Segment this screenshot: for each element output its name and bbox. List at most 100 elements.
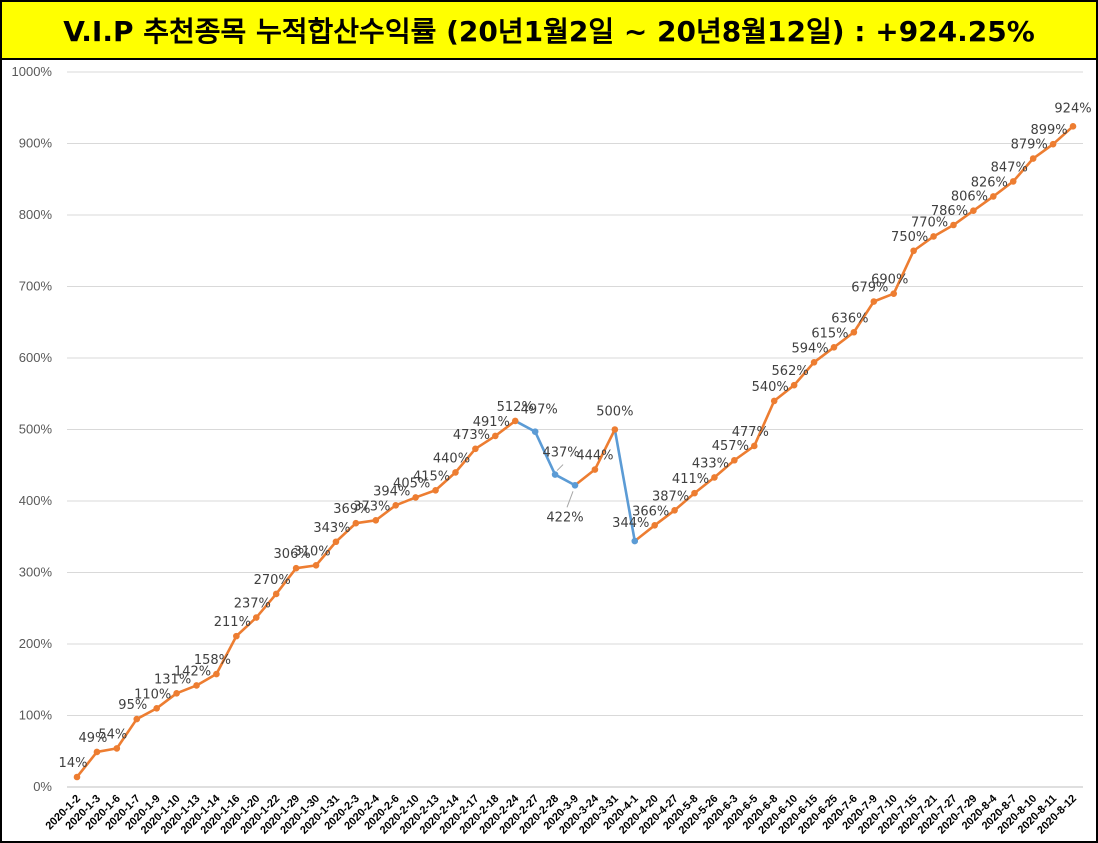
data-point [950,221,957,229]
series-segment [812,345,836,364]
data-point [830,343,838,351]
data-label: 636% [831,311,868,326]
data-label: 237% [234,597,271,612]
data-label: 690% [871,273,908,288]
data-label: 826% [971,175,1008,190]
series-segment [1051,125,1075,146]
y-tick-label: 100% [19,708,53,723]
data-label: 500% [596,405,633,420]
data-label: 457% [712,439,749,454]
data-label: 422% [546,510,583,525]
series-segment [852,300,876,334]
series-segment [693,476,716,495]
series-segment [254,592,278,619]
data-point [352,519,360,527]
series-segment [792,360,816,387]
data-point [611,426,619,433]
data-label: 343% [313,521,350,536]
data-point [472,445,479,453]
data-point [770,397,778,405]
series-segment [414,488,437,499]
data-label: 924% [1054,101,1091,116]
data-point [173,690,180,697]
series-segment [294,564,318,570]
data-point [233,632,240,640]
series-segment [772,383,796,403]
data-point [511,417,519,425]
series-segment [752,399,776,448]
series-segment [992,180,1015,198]
y-tick-label: 600% [19,350,53,365]
data-point [372,517,380,524]
series-segment [394,496,417,507]
series-segment [553,473,577,487]
data-point [412,494,419,501]
series-segment [713,458,736,479]
data-point [711,474,718,481]
title-bar: V.I.P 추천종목 누적합산수익률 (20년1월2일 ~ 20년8월12일) … [2,2,1096,60]
series-segment [115,717,139,750]
series-points [73,123,1077,781]
series-segment [454,447,477,474]
data-point [850,328,858,336]
data-label: 373% [353,499,390,514]
series-segment [872,292,896,303]
series-segment [155,692,178,710]
data-label: 270% [254,573,291,588]
data-label: 497% [521,403,558,418]
series-segment [95,747,119,754]
data-point [292,564,300,572]
data-label: 433% [692,456,729,471]
series-segment [972,195,995,213]
data-point [910,247,917,255]
y-tick-label: 900% [19,136,53,151]
data-label: 95% [118,698,147,713]
y-tick-label: 1000% [12,64,53,79]
data-label: 540% [752,380,789,395]
data-label: 594% [791,341,828,356]
series-segment [175,684,198,695]
data-point [452,469,459,476]
data-point [213,670,220,678]
data-point [252,614,260,621]
data-point [73,773,81,781]
data-label: 437% [542,446,579,461]
data-label: 770% [911,215,948,230]
data-label: 14% [59,756,88,771]
data-point [392,501,400,509]
series-segment [912,235,935,253]
series-segment [354,519,378,525]
data-label: 131% [154,672,191,687]
data-labels: 14% 49%54% 95%110%131%142%158% 211% 237% 270%… [59,101,1092,771]
series-segment [593,428,617,471]
grid-lines [67,71,1083,788]
data-point [1049,140,1057,148]
y-tick-label: 0% [33,779,52,794]
series-segment [1031,142,1055,160]
data-label: 679% [851,281,888,296]
data-label: 142% [174,664,211,679]
page-title: V.I.P 추천종목 누적합산수익률 (20년1월2일 ~ 20년8월12일) … [63,15,1035,48]
data-point [133,715,141,723]
series-segment [474,434,497,451]
data-point [890,290,898,297]
data-label: 899% [1030,123,1067,138]
data-label: 411% [672,472,709,487]
series-segment [573,468,597,487]
x-axis-ticks: 2020-1-22020-1-32020-1-62020-1-72020-1-9… [43,792,1079,837]
data-label: 477% [732,425,769,440]
data-point [531,428,539,435]
y-tick-label: 500% [19,422,53,437]
data-point [671,506,678,514]
data-point [551,471,559,478]
series-segment [215,634,238,676]
data-label: 562% [772,364,809,379]
y-tick-label: 300% [19,565,53,580]
data-point [332,538,340,546]
series-segment [374,503,398,522]
data-point [492,432,499,440]
series-segment [653,508,676,527]
data-label: 512% [497,400,534,415]
data-point [631,537,639,545]
